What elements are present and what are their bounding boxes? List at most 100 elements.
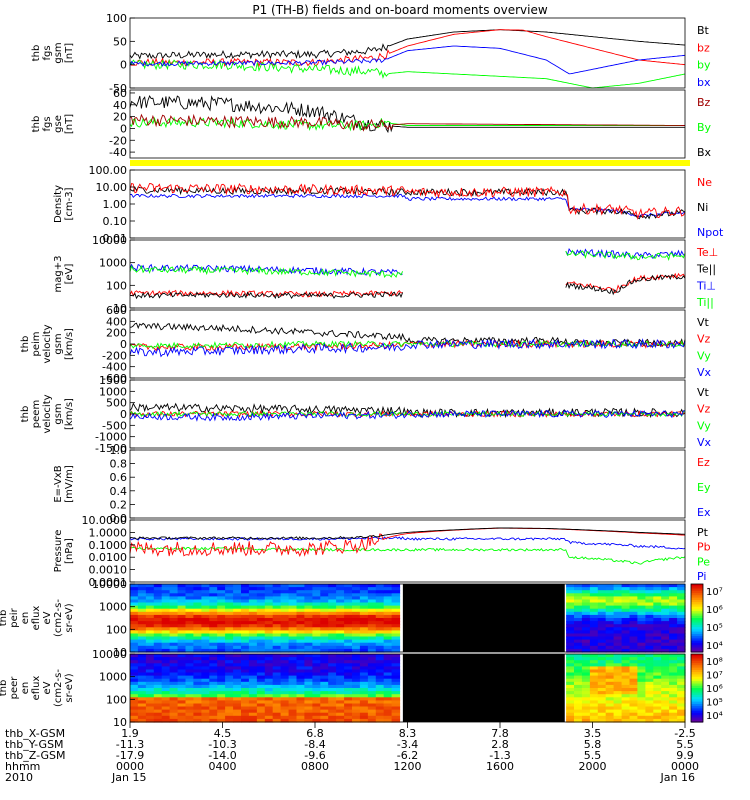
- spectrogram-cell: [256, 700, 266, 705]
- x-axis-value: -14.0: [208, 749, 236, 762]
- spectrogram-cell: [248, 633, 258, 638]
- y-axis-label: Density: [53, 185, 64, 223]
- spectrogram-cell: [597, 654, 607, 658]
- spectrogram-cell: [661, 633, 670, 638]
- spectrogram-cell: [677, 694, 686, 698]
- spectrogram-cell: [661, 684, 670, 689]
- spectrogram-cell: [645, 639, 654, 644]
- spectrogram-cell: [566, 657, 575, 661]
- spectrogram-cell: [256, 590, 266, 594]
- spectrogram-cell: [217, 599, 226, 604]
- spectrogram-cell: [645, 678, 654, 683]
- spectrogram-cell: [581, 611, 591, 616]
- spectrogram-cell: [185, 688, 194, 692]
- spectrogram-cell: [336, 608, 345, 613]
- spectrogram-cell: [645, 648, 654, 653]
- spectrogram-cell: [296, 590, 305, 594]
- spectrogram-cell: [256, 642, 266, 647]
- spectrogram-cell: [336, 718, 345, 723]
- spectrogram-cell: [653, 648, 662, 653]
- spectrogram-cell: [581, 715, 591, 720]
- spectrogram-cell: [256, 706, 266, 711]
- spectrogram-cell: [217, 706, 226, 711]
- spectrogram-cell: [336, 703, 345, 708]
- spectrogram-cell: [320, 611, 329, 616]
- spectrogram-cell: [296, 621, 305, 625]
- y-axis-label: Pressure: [53, 530, 64, 573]
- spectrogram-cell: [296, 618, 305, 622]
- spectrogram-cell: [312, 611, 321, 616]
- spectrogram-cell: [304, 639, 313, 644]
- spectrogram-cell: [661, 675, 670, 680]
- spectrogram-cell: [383, 621, 393, 625]
- y-tick-label: -600: [102, 372, 127, 385]
- spectrogram-cell: [193, 627, 202, 631]
- spectrogram-cell: [328, 691, 337, 695]
- spectrogram-cell: [613, 630, 623, 635]
- spectrogram-cell: [280, 627, 290, 631]
- spectrogram-cell: [629, 645, 638, 650]
- spectrogram-cell: [296, 602, 305, 607]
- spectrogram-cell: [256, 636, 266, 641]
- spectrogram-cell: [233, 657, 242, 661]
- spectrogram-cell: [566, 681, 575, 686]
- spectrogram-cell: [383, 675, 393, 680]
- spectrogram-cell: [161, 627, 171, 631]
- series-line-By: [129, 116, 685, 132]
- spectrogram-cell: [328, 718, 337, 723]
- colorbar-segment: [691, 719, 703, 723]
- spectrogram-cell: [677, 669, 686, 674]
- spectrogram-cell: [161, 703, 171, 708]
- y-axis-label: [mV/m]: [64, 465, 75, 503]
- spectrogram-cell: [320, 672, 329, 677]
- y-tick-label: 1000: [99, 671, 127, 684]
- spectrogram-cell: [367, 605, 377, 610]
- spectrogram-cell: [248, 614, 258, 619]
- spectrogram-cell: [312, 587, 321, 591]
- spectrogram-cell: [566, 584, 575, 588]
- spectrogram-cell: [375, 684, 385, 689]
- spectrogram-cell: [653, 599, 662, 604]
- spectrogram-cell: [359, 657, 369, 661]
- spectrogram-cell: [201, 636, 210, 641]
- spectrogram-cell: [185, 684, 194, 689]
- spectrogram-cell: [312, 596, 321, 601]
- y-tick-label: 10: [113, 302, 127, 315]
- spectrogram-cell: [391, 718, 401, 723]
- spectrogram-cell: [256, 639, 266, 644]
- spectrogram-cell: [589, 599, 599, 604]
- spectrogram-cell: [304, 636, 313, 641]
- spectrogram-cell: [256, 718, 266, 723]
- spectrogram-cell: [153, 706, 163, 711]
- spectrogram-cell: [225, 596, 234, 601]
- spectrogram-cell: [201, 590, 210, 594]
- spectrogram-cell: [256, 627, 266, 631]
- spectrogram-cell: [566, 712, 575, 717]
- spectrogram-cell: [344, 611, 353, 616]
- spectrogram-cell: [336, 691, 345, 695]
- spectrogram-cell: [320, 633, 329, 638]
- spectrogram-cell: [161, 590, 171, 594]
- colorbar-segment: [691, 676, 703, 680]
- spectrogram-cell: [613, 621, 623, 625]
- spectrogram-cell: [288, 618, 298, 622]
- spectrogram-cell: [645, 691, 654, 695]
- spectrogram-cell: [272, 605, 282, 610]
- spectrogram-cell: [320, 715, 329, 720]
- spectrogram-cell: [359, 675, 369, 680]
- spectrogram-cell: [161, 718, 171, 723]
- spectrogram-cell: [597, 715, 607, 720]
- spectrogram-cell: [256, 663, 266, 667]
- x-axis-value: 5.5: [676, 738, 694, 751]
- spectrogram-cell: [320, 712, 329, 717]
- spectrogram-cell: [264, 675, 274, 680]
- spectrogram-cell: [589, 593, 599, 597]
- spectrogram-cell: [153, 712, 163, 717]
- spectrogram-cell: [177, 636, 187, 641]
- colorbar-segment: [691, 656, 703, 660]
- spectrogram-cell: [130, 584, 139, 588]
- spectrogram-cell: [597, 587, 607, 591]
- spectrogram-cell: [637, 624, 646, 628]
- spectrogram-cell: [304, 715, 313, 720]
